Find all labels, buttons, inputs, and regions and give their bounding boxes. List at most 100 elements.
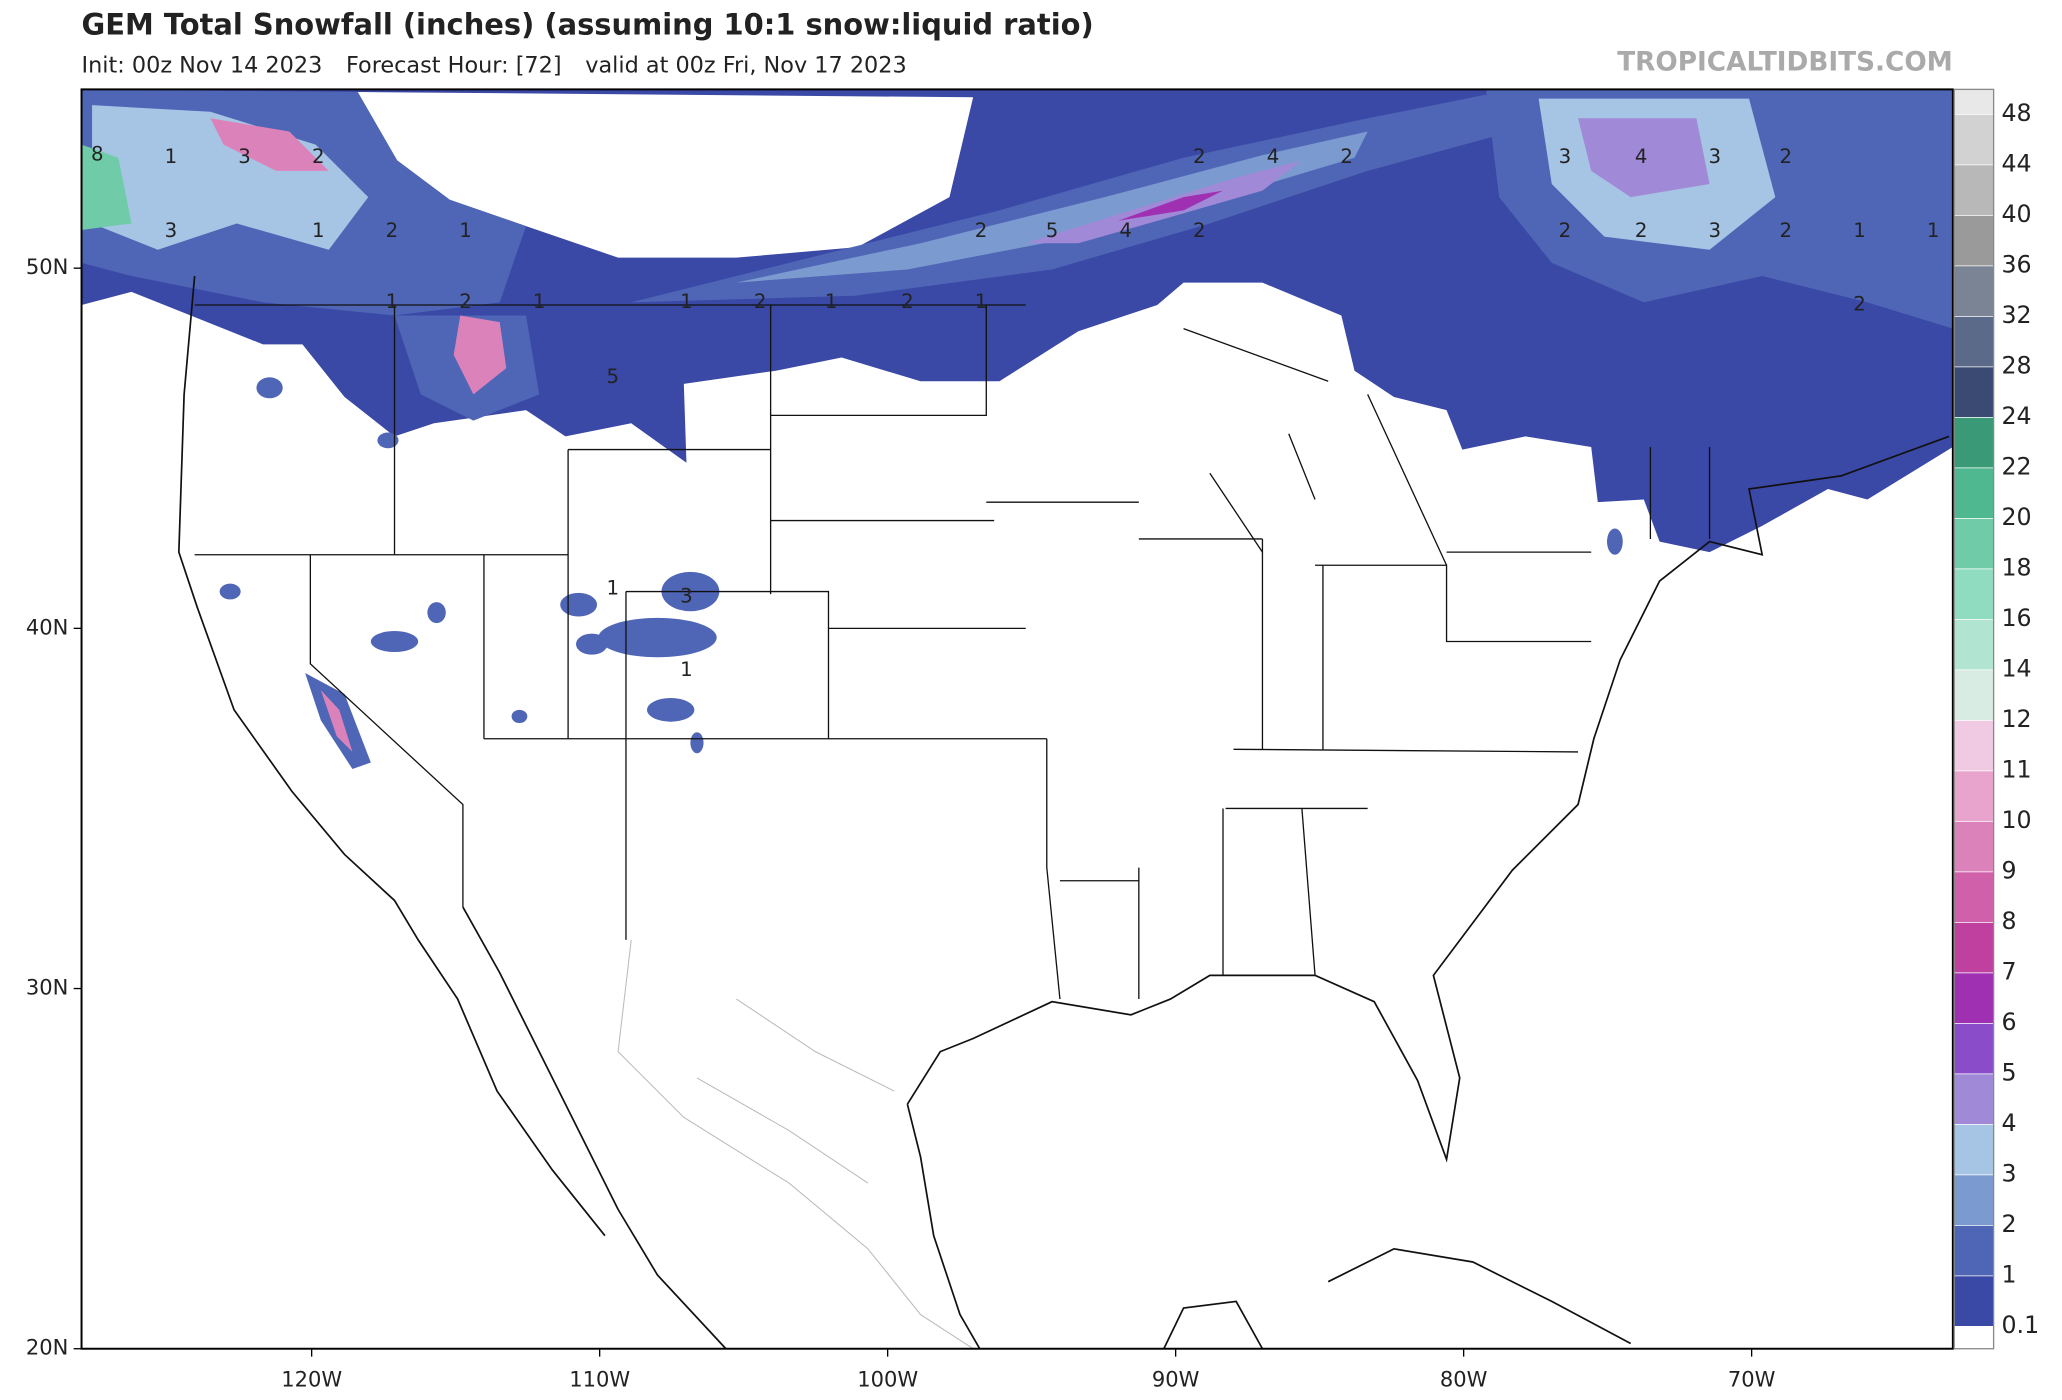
contour-label: 2 xyxy=(386,219,399,242)
contour-label: 1 xyxy=(386,290,399,313)
colorbar-label: 5 xyxy=(2002,1058,2017,1086)
colorbar-segment xyxy=(1954,1023,1994,1074)
y-tick-label: 50N xyxy=(26,254,68,279)
map-area: 8 1 3 2 3 1 2 1 1 2 1 1 2 1 2 1 5 3 1 1 2 4 2 2 5 4 2 3 4 3 2 2 2 3 2 1 1 2 xyxy=(80,88,1954,1350)
y-tick-label: 40N xyxy=(26,614,68,639)
contour-label: 1 xyxy=(975,290,988,313)
colorbar-segment xyxy=(1954,215,1994,266)
valid-time: valid at 00z Fri, Nov 17 2023 xyxy=(585,52,906,78)
colorbar-segment xyxy=(1954,164,1994,216)
colorbar-segment xyxy=(1954,1124,1994,1175)
colorbar-under xyxy=(1954,1326,1994,1349)
contour-label: 1 xyxy=(533,290,546,313)
contour-label: 2 xyxy=(1635,219,1648,242)
colorbar-label: 40 xyxy=(2002,200,2032,228)
colorbar-segment xyxy=(1954,922,1994,973)
contour-label: 2 xyxy=(975,219,988,242)
x-tick-label: 80W xyxy=(1440,1366,1488,1391)
colorbar-segment xyxy=(1954,871,1994,923)
colorbar-frame xyxy=(1953,88,1995,1350)
contour-labels: 8 1 3 2 3 1 2 1 1 2 1 1 2 1 2 1 5 3 1 1 2 4 2 2 5 4 2 3 4 3 2 2 2 3 2 1 1 2 xyxy=(91,143,1939,681)
colorbar-label: 3 xyxy=(2002,1159,2017,1187)
colorbar-segment xyxy=(1954,316,1994,367)
colorbar-label: 36 xyxy=(2002,250,2032,278)
forecast-hour: Forecast Hour: [72] xyxy=(346,52,562,78)
contour-label: 3 xyxy=(238,145,251,168)
contour-label: 4 xyxy=(1267,145,1280,168)
contour-label: 2 xyxy=(1780,219,1793,242)
colorbar-segment xyxy=(1954,114,1994,165)
contour-label: 3 xyxy=(1559,145,1572,168)
colorbar-segment xyxy=(1954,1174,1994,1226)
colorbar-label: 16 xyxy=(2002,604,2032,632)
colorbar-segment xyxy=(1954,669,1994,721)
snow-shading xyxy=(81,89,1953,770)
contour-label: 1 xyxy=(1853,219,1866,242)
colorbar-label: 20 xyxy=(2002,503,2032,531)
colorbar-segment xyxy=(1954,568,1994,620)
colorbar-label: 22 xyxy=(2002,452,2032,480)
contour-label: 3 xyxy=(1709,145,1722,168)
contour-label: 5 xyxy=(607,365,620,388)
contour-label: 4 xyxy=(1635,145,1648,168)
x-tick-label: 120W xyxy=(281,1366,342,1391)
contour-label: 2 xyxy=(754,290,767,313)
map-frame xyxy=(80,88,1954,1350)
contour-label: 2 xyxy=(1853,292,1866,315)
title: GEM Total Snowfall (inches) (assuming 10… xyxy=(82,7,1094,41)
contour-label: 2 xyxy=(1559,219,1572,242)
colorbar-segment xyxy=(1954,366,1994,418)
contour-label: 1 xyxy=(680,658,693,681)
x-tick-label: 70W xyxy=(1728,1366,1776,1391)
contour-label: 1 xyxy=(1927,219,1940,242)
colorbar: 0.11234567891011121416182022242832364044… xyxy=(1953,88,2040,1350)
colorbar-label: 10 xyxy=(2002,806,2032,834)
contour-label: 4 xyxy=(1119,219,1132,242)
contour-label: 1 xyxy=(459,219,472,242)
contour-label: 2 xyxy=(1193,219,1206,242)
contour-label: 1 xyxy=(607,576,620,599)
contour-label: 3 xyxy=(680,584,693,607)
colorbar-over xyxy=(1954,89,1994,115)
colorbar-segment xyxy=(1954,1275,1994,1327)
colorbar-segment xyxy=(1954,770,1994,822)
colorbar-segment xyxy=(1954,265,1994,317)
colorbar-label: 8 xyxy=(2002,907,2017,935)
colorbar-label: 12 xyxy=(2002,705,2032,733)
x-tick-label: 90W xyxy=(1152,1366,1200,1391)
x-tick-label: 110W xyxy=(569,1366,630,1391)
y-tick-label: 30N xyxy=(26,975,68,1000)
colorbar-label: 24 xyxy=(2002,402,2032,430)
colorbar-segment xyxy=(1954,518,1994,569)
colorbar-label: 18 xyxy=(2002,553,2032,581)
colorbar-segment xyxy=(1954,1073,1994,1125)
colorbar-label: 48 xyxy=(2002,99,2032,127)
contour-label: 1 xyxy=(165,145,178,168)
boundaries xyxy=(177,275,1950,1350)
contour-label: 3 xyxy=(1709,219,1722,242)
colorbar-label: 7 xyxy=(2002,957,2017,985)
contour-label: 8 xyxy=(91,143,104,166)
y-tick-label: 20N xyxy=(26,1335,68,1360)
contour-label: 1 xyxy=(825,290,838,313)
x-tick-label: 100W xyxy=(857,1366,918,1391)
colorbar-label: 32 xyxy=(2002,301,2032,329)
colorbar-label: 4 xyxy=(2002,1109,2017,1137)
colorbar-label: 0.1 xyxy=(2002,1311,2040,1339)
colorbar-label: 14 xyxy=(2002,654,2032,682)
init: Init: 00z Nov 14 2023 xyxy=(82,52,323,78)
colorbar-segment xyxy=(1954,972,1994,1024)
site-watermark: TROPICALTIDBITS.COM xyxy=(1617,48,1953,78)
colorbar-segment xyxy=(1954,417,1994,468)
subtitle: Init: 00z Nov 14 2023 Forecast Hour: [72]… xyxy=(82,52,907,78)
contour-label: 1 xyxy=(680,290,693,313)
colorbar-label: 6 xyxy=(2002,1008,2017,1036)
contour-label: 2 xyxy=(459,290,472,313)
contour-label: 1 xyxy=(312,219,325,242)
colorbar-label: 28 xyxy=(2002,351,2032,379)
colorbar-segment xyxy=(1954,1225,1994,1276)
contour-label: 2 xyxy=(1340,145,1353,168)
contour-label: 2 xyxy=(312,145,325,168)
colorbar-label: 11 xyxy=(2002,755,2032,783)
